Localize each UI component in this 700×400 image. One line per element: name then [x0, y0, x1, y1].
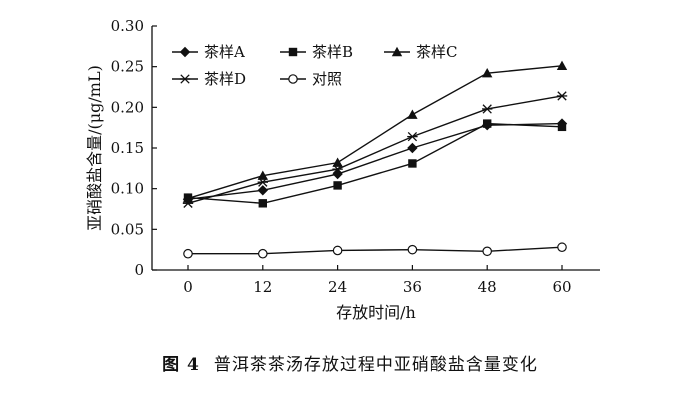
x-tick-label: 12	[253, 278, 272, 296]
x-axis-label: 存放时间/h	[336, 303, 416, 322]
legend-marker	[288, 74, 298, 84]
data-point	[332, 245, 343, 256]
series-line	[187, 65, 563, 200]
legend: 茶样A 茶样B 茶样C 茶样D 对照	[172, 43, 457, 88]
series-3	[182, 60, 568, 203]
data-point	[332, 164, 343, 174]
figure-caption-text: 普洱茶茶汤存放过程中亚硝酸盐含量变化	[213, 355, 538, 375]
data-point	[183, 248, 193, 259]
legend-label: 茶样C	[416, 43, 457, 61]
data-point	[257, 248, 268, 259]
data-point	[557, 122, 567, 132]
y-tick-label: 0.30	[111, 17, 144, 35]
legend-entry: 茶样A	[172, 43, 245, 61]
x-tick-label: 0	[183, 278, 193, 296]
x-tick-label: 48	[478, 278, 497, 296]
x-tick-label: 36	[403, 278, 422, 296]
series-line	[187, 95, 563, 204]
data-point	[407, 244, 418, 255]
y-tick-label: 0.05	[111, 220, 144, 238]
data-point	[483, 119, 492, 128]
y-tick-label: 0.15	[111, 139, 144, 157]
legend-entry: 茶样B	[280, 43, 353, 61]
legend-entry: 茶样C	[384, 43, 457, 61]
data-point	[556, 60, 568, 71]
series-line	[187, 122, 563, 205]
data-point	[482, 67, 493, 78]
tick-labels: 0 0.05 0.10 0.15 0.20 0.25 0.30 0 12 24 36 48 60	[111, 17, 572, 296]
legend-entry: 对照	[280, 70, 342, 88]
data-point	[258, 199, 267, 208]
series-5	[183, 242, 567, 259]
data-point	[407, 142, 418, 154]
legend-marker	[288, 47, 298, 57]
legend-label: 茶样D	[204, 70, 246, 88]
y-tick-label: 0.20	[111, 98, 144, 116]
data-point	[407, 109, 418, 119]
legend-marker	[179, 46, 191, 58]
y-axis-label: 亚硝酸盐含量/(μg/mL)	[85, 65, 104, 231]
series-1	[182, 118, 568, 205]
legend-entry: 茶样D	[172, 70, 246, 88]
series-line	[188, 246, 563, 255]
series-group	[182, 60, 568, 259]
data-point	[257, 170, 268, 180]
figure-number: 图 4	[162, 355, 200, 375]
line-chart: 0 0.05 0.10 0.15 0.20 0.25 0.30 0 12 24 36 48 60 茶样A…	[85, 17, 600, 322]
y-tick-label: 0.10	[111, 180, 144, 198]
y-tick-label: 0.25	[111, 58, 144, 76]
data-point	[257, 177, 268, 187]
x-tick-label: 60	[552, 278, 571, 296]
x-tick-label: 24	[328, 278, 347, 296]
data-point	[482, 246, 492, 257]
legend-marker	[179, 74, 191, 84]
figure-caption: 图 4 普洱茶茶汤存放过程中亚硝酸盐含量变化	[0, 350, 700, 375]
data-point	[333, 181, 342, 190]
data-point	[482, 104, 493, 114]
series-2	[183, 119, 567, 208]
data-point	[408, 159, 417, 168]
data-point	[257, 185, 268, 196]
legend-marker	[391, 46, 403, 57]
axes	[151, 25, 600, 271]
data-point	[182, 198, 194, 208]
data-point	[557, 242, 567, 253]
data-point	[332, 157, 343, 167]
y-tick-label: 0	[134, 261, 144, 279]
legend-label: 对照	[312, 70, 342, 88]
legend-label: 茶样B	[312, 43, 353, 61]
legend-label: 茶样A	[204, 43, 245, 61]
series-4	[182, 91, 568, 208]
data-point	[556, 91, 568, 101]
series-line	[187, 122, 563, 200]
data-point	[407, 131, 418, 142]
